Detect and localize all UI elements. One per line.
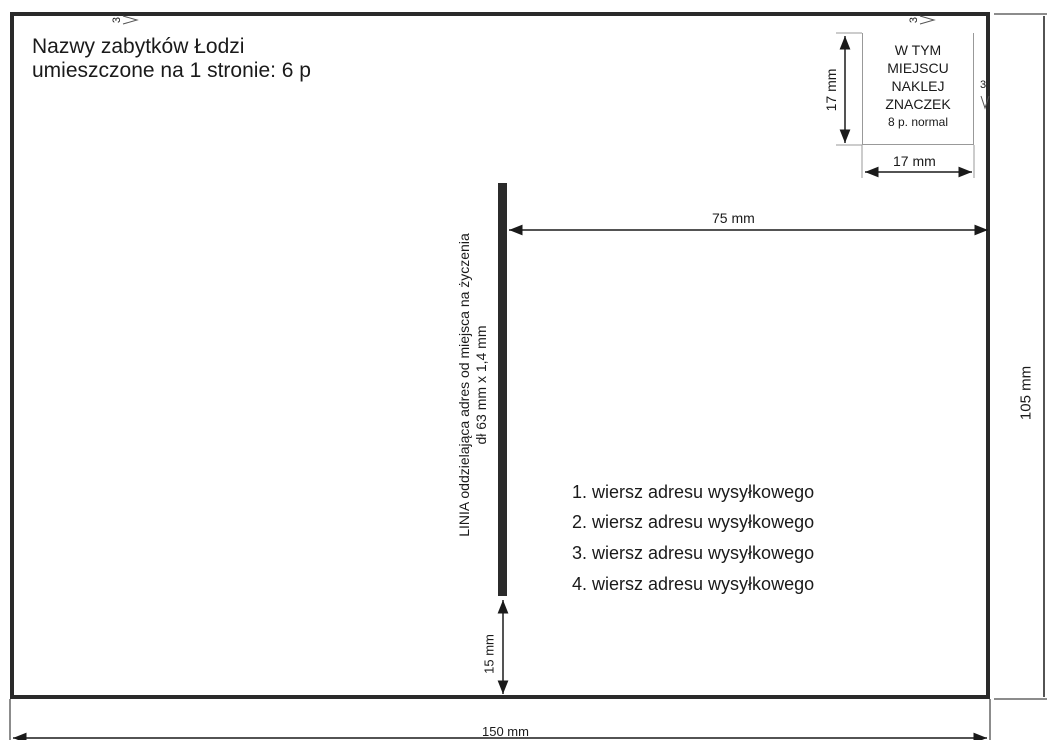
marker-top-right-arrow bbox=[919, 15, 936, 25]
address-width-label: 75 mm bbox=[712, 210, 755, 226]
stamp-corner-arrow bbox=[980, 95, 990, 110]
stamp-text-line-2: MIEJSCU bbox=[887, 60, 949, 76]
header-line-2: umieszczone na 1 stronie: 6 p bbox=[32, 59, 311, 82]
address-line-4: 4. wiersz adresu wysyłkowego bbox=[572, 574, 815, 594]
address-line-1: 1. wiersz adresu wysyłkowego bbox=[572, 482, 815, 502]
stamp-text-line-3: NAKLEJ bbox=[891, 78, 945, 94]
marker-top-left-arrow bbox=[122, 15, 139, 25]
address-line-3: 3. wiersz adresu wysyłkowego bbox=[572, 543, 815, 563]
address-line-2: 2. wiersz adresu wysyłkowego bbox=[572, 512, 815, 532]
stamp-text-line-1: W TYM bbox=[894, 42, 942, 58]
stamp-area: W TYM MIEJSCU NAKLEJ ZNACZEK 8 p. normal bbox=[862, 33, 974, 145]
stamp-text-line-5: 8 p. normal bbox=[887, 115, 949, 129]
postcard-frame bbox=[10, 12, 990, 699]
stamp-width-label: 17 mm bbox=[893, 153, 936, 169]
stamp-corner-marker: 3 bbox=[980, 79, 987, 91]
stamp-text-line-4: ZNACZEK bbox=[885, 96, 951, 112]
header-line-1: Nazwy zabytków Łodzi bbox=[32, 35, 245, 58]
divider-line bbox=[498, 183, 507, 596]
